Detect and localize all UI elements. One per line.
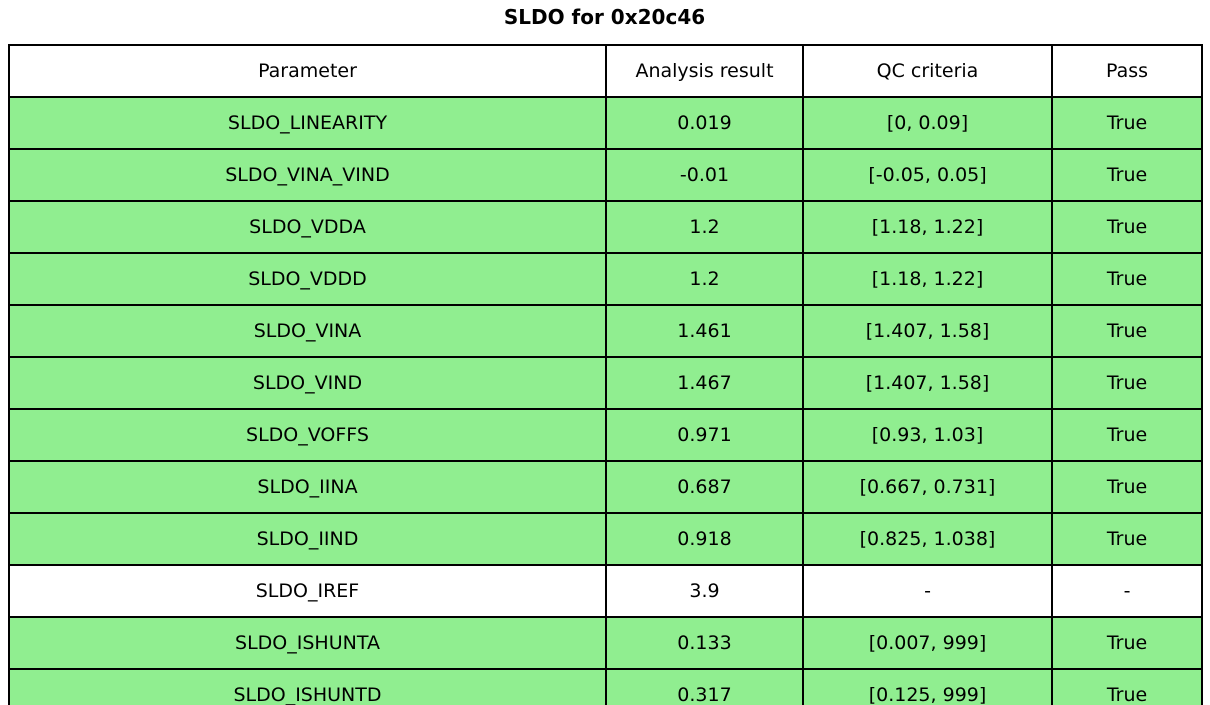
qc-criteria-cell: [0.667, 0.731] (802, 460, 1053, 514)
table-body: SLDO_LINEARITY 0.019 [0, 0.09] True SLDO_VIN… (8, 96, 1203, 705)
pass-cell: True (1051, 96, 1203, 150)
qc-criteria-cell: [0.93, 1.03] (802, 408, 1053, 462)
table-row: SLDO_VDDD 1.2 [1.18, 1.22] True (8, 252, 1203, 306)
table-row: SLDO_IIND 0.918 [0.825, 1.038] True (8, 512, 1203, 566)
parameter-cell: SLDO_IREF (8, 564, 607, 618)
table-row: SLDO_VINA_VIND -0.01 [-0.05, 0.05] True (8, 148, 1203, 202)
qc-criteria-cell: [0.007, 999] (802, 616, 1053, 670)
table-row: SLDO_IINA 0.687 [0.667, 0.731] True (8, 460, 1203, 514)
analysis-result-cell: 3.9 (605, 564, 804, 618)
analysis-result-cell: 0.687 (605, 460, 804, 514)
pass-cell: - (1051, 564, 1203, 618)
table-row: SLDO_IREF 3.9- - (8, 564, 1203, 618)
parameter-cell: SLDO_VOFFS (8, 408, 607, 462)
parameter-cell: SLDO_ISHUNTD (8, 668, 607, 705)
qc-criteria-cell: [1.18, 1.22] (802, 252, 1053, 306)
qc-criteria-cell: [-0.05, 0.05] (802, 148, 1053, 202)
analysis-result-cell: -0.01 (605, 148, 804, 202)
column-header-parameter: Parameter (8, 44, 607, 98)
column-header-pass: Pass (1051, 44, 1203, 98)
parameter-cell: SLDO_VIND (8, 356, 607, 410)
parameter-cell: SLDO_ISHUNTA (8, 616, 607, 670)
pass-cell: True (1051, 252, 1203, 306)
parameter-cell: SLDO_VDDA (8, 200, 607, 254)
analysis-result-cell: 0.317 (605, 668, 804, 705)
analysis-result-cell: 0.019 (605, 96, 804, 150)
header-row: Parameter Analysis result QC criteria Pa… (8, 44, 1203, 98)
analysis-result-cell: 1.2 (605, 252, 804, 306)
qc-criteria-cell: [1.407, 1.58] (802, 304, 1053, 358)
analysis-result-cell: 0.918 (605, 512, 804, 566)
qc-criteria-cell: - (802, 564, 1053, 618)
table-row: SLDO_VINA 1.461 [1.407, 1.58] True (8, 304, 1203, 358)
table-row: SLDO_ISHUNTD 0.317 [0.125, 999] True (8, 668, 1203, 705)
qc-criteria-cell: [0, 0.09] (802, 96, 1053, 150)
qc-results-table: Parameter Analysis result QC criteria Pa… (8, 44, 1203, 705)
figure-title: SLDO for 0x20c46 (503, 5, 706, 29)
pass-cell: True (1051, 460, 1203, 514)
parameter-cell: SLDO_VINA (8, 304, 607, 358)
pass-cell: True (1051, 616, 1203, 670)
analysis-result-cell: 0.971 (605, 408, 804, 462)
analysis-result-cell: 1.461 (605, 304, 804, 358)
column-header-qc-criteria: QC criteria (802, 44, 1053, 98)
column-header-analysis-result: Analysis result (605, 44, 804, 98)
analysis-result-cell: 0.133 (605, 616, 804, 670)
qc-criteria-cell: [0.825, 1.038] (802, 512, 1053, 566)
pass-cell: True (1051, 512, 1203, 566)
parameter-cell: SLDO_VDDD (8, 252, 607, 306)
parameter-cell: SLDO_VINA_VIND (8, 148, 607, 202)
parameter-cell: SLDO_IIND (8, 512, 607, 566)
pass-cell: True (1051, 408, 1203, 462)
analysis-result-cell: 1.467 (605, 356, 804, 410)
pass-cell: True (1051, 668, 1203, 705)
qc-criteria-cell: [1.18, 1.22] (802, 200, 1053, 254)
table-row: SLDO_VDDA 1.2 [1.18, 1.22] True (8, 200, 1203, 254)
analysis-result-cell: 1.2 (605, 200, 804, 254)
table-row: SLDO_LINEARITY 0.019 [0, 0.09] True (8, 96, 1203, 150)
pass-cell: True (1051, 200, 1203, 254)
table-row: SLDO_VOFFS 0.971 [0.93, 1.03] True (8, 408, 1203, 462)
table-header: Parameter Analysis result QC criteria Pa… (8, 44, 1203, 98)
qc-criteria-cell: [1.407, 1.58] (802, 356, 1053, 410)
pass-cell: True (1051, 356, 1203, 410)
parameter-cell: SLDO_IINA (8, 460, 607, 514)
parameter-cell: SLDO_LINEARITY (8, 96, 607, 150)
qc-criteria-cell: [0.125, 999] (802, 668, 1053, 705)
pass-cell: True (1051, 148, 1203, 202)
table-row: SLDO_VIND 1.467 [1.407, 1.58] True (8, 356, 1203, 410)
pass-cell: True (1051, 304, 1203, 358)
table-row: SLDO_ISHUNTA 0.133 [0.007, 999] True (8, 616, 1203, 670)
